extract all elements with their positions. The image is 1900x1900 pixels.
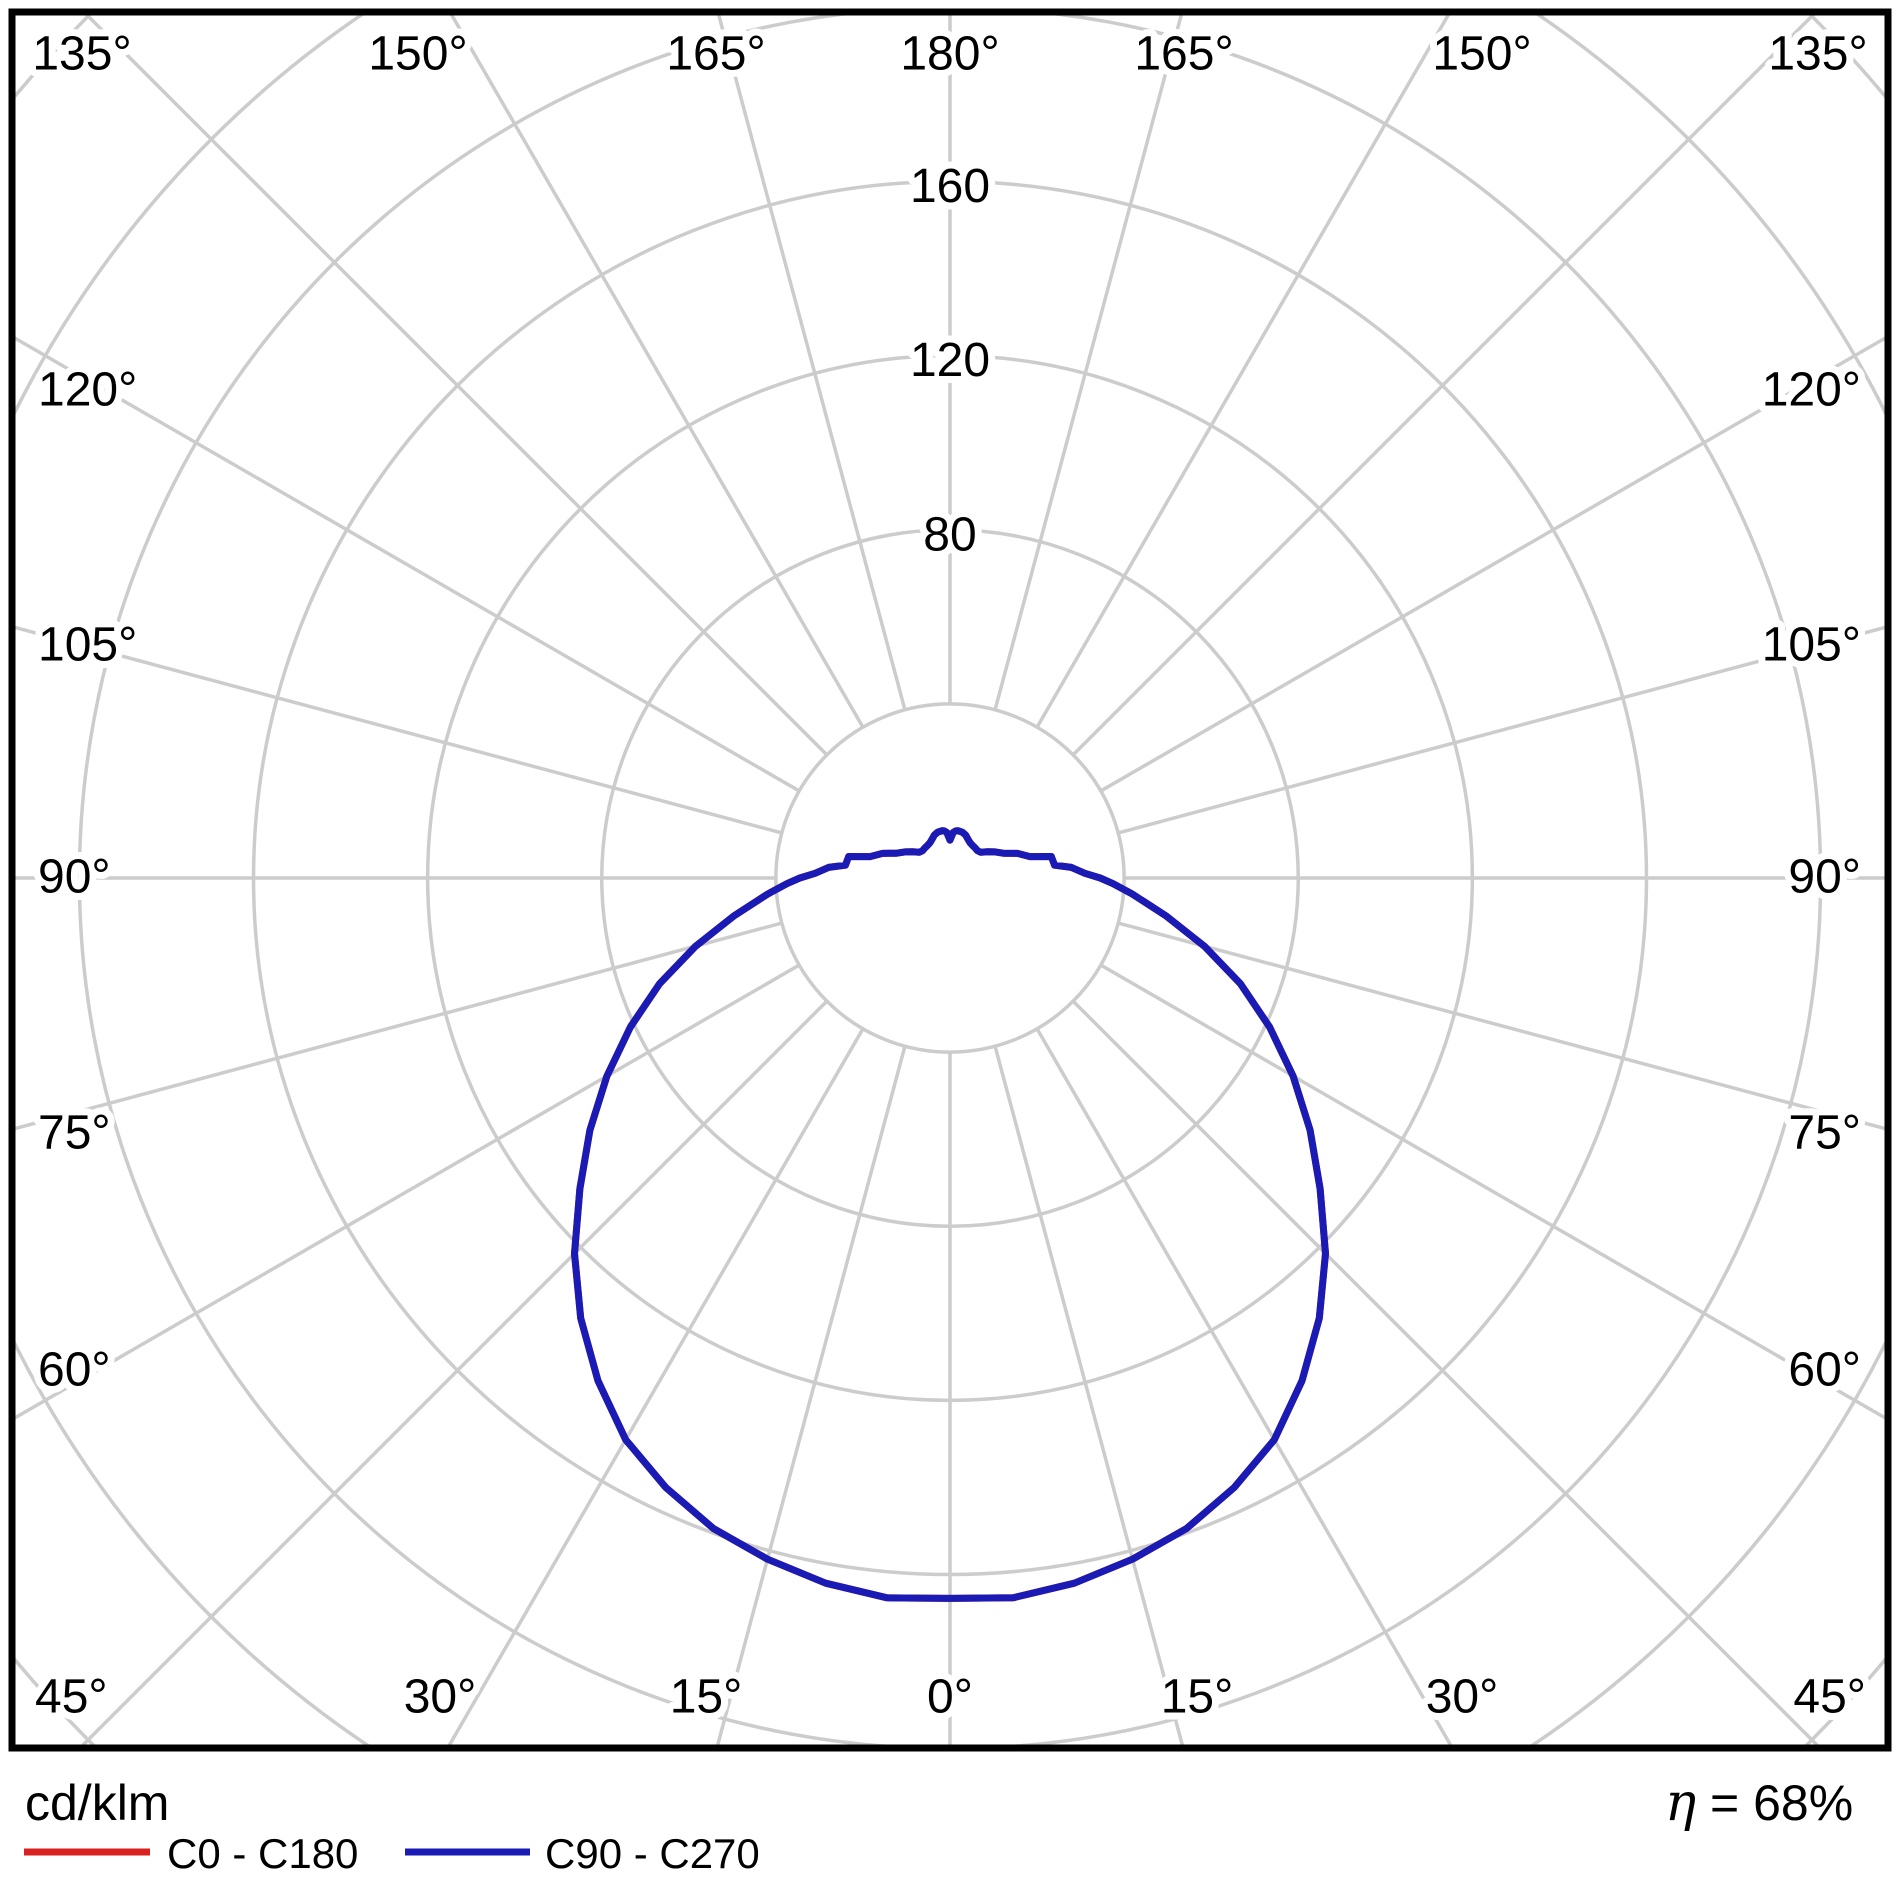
grid-spoke-315	[81, 999, 829, 1745]
grid-spoke-60	[1099, 963, 1885, 1420]
grid-spoke-225	[85, 15, 829, 757]
efficiency-value: = 68%	[1710, 1775, 1853, 1831]
axis-labels: 135° 150° 165° 180° 165° 150° 135° 120° 105° 90° 7…	[25, 21, 1874, 1731]
grid-spoke-330	[447, 1027, 865, 1745]
efficiency-eta-symbol: η	[1665, 1773, 1696, 1833]
grid-spoke-285	[15, 921, 783, 1131]
grid-spoke-150	[1035, 15, 1450, 729]
grid-ring-40	[774, 702, 1126, 1054]
photometric-curves	[571, 827, 1329, 1602]
angle-label-left-4: 60°	[38, 1344, 111, 1397]
angle-label-bottom-6: 45°	[1793, 1671, 1866, 1724]
grid-spoke-120	[1099, 336, 1885, 793]
angle-label-top-0: 135°	[32, 28, 131, 81]
grid-spoke-345	[716, 1045, 907, 1745]
radial-tick-160: 160	[910, 160, 990, 213]
grid-spoke-135	[1071, 15, 1815, 757]
angle-label-top-6: 135°	[1768, 28, 1867, 81]
radial-tick-80: 80	[923, 508, 976, 561]
grid-spoke-105	[1117, 625, 1885, 835]
angle-label-left-3: 75°	[38, 1107, 111, 1160]
grid-spoke-75	[1117, 921, 1885, 1131]
grid-spoke-165	[993, 15, 1183, 711]
grid-spoke-15	[993, 1045, 1184, 1745]
plot-frame	[8, 8, 1892, 1752]
angle-label-right-0: 120°	[1762, 364, 1861, 417]
angle-label-left-2: 90°	[38, 851, 111, 904]
grid-spoke-195	[717, 15, 907, 711]
radial-tick-120: 120	[910, 334, 990, 387]
legend-label-c0-c180: C0 - C180	[167, 1830, 358, 1877]
angle-label-left-0: 120°	[38, 364, 137, 417]
grid-spoke-45	[1071, 999, 1819, 1745]
legend-label-c90-c270: C90 - C270	[545, 1830, 760, 1877]
angle-label-right-2: 90°	[1788, 851, 1861, 904]
angle-label-bottom-4: 15°	[1161, 1671, 1234, 1724]
angle-label-bottom-1: 30°	[404, 1671, 477, 1724]
legend: C0 - C180 C90 - C270	[24, 1830, 760, 1877]
grid-spoke-300	[15, 963, 801, 1420]
angle-label-top-1: 150°	[368, 28, 467, 81]
grid-spoke-30	[1035, 1027, 1453, 1745]
grid-spoke-210	[450, 15, 865, 729]
angle-label-right-1: 105°	[1762, 619, 1861, 672]
angle-label-bottom-0: 45°	[35, 1671, 108, 1724]
curve-c90-c270	[571, 827, 1329, 1602]
angle-label-left-1: 105°	[38, 619, 137, 672]
angle-label-bottom-2: 15°	[670, 1671, 743, 1724]
angle-label-right-3: 75°	[1788, 1107, 1861, 1160]
angle-label-bottom-5: 30°	[1426, 1671, 1499, 1724]
angle-label-bottom-3: 0°	[927, 1671, 973, 1724]
angle-label-top-4: 165°	[1134, 28, 1233, 81]
angle-label-top-3: 180°	[900, 28, 999, 81]
unit-label: cd/klm	[25, 1775, 169, 1831]
angle-label-top-2: 165°	[666, 28, 765, 81]
grid-spoke-255	[15, 625, 783, 835]
angle-label-top-5: 150°	[1432, 28, 1531, 81]
grid-spoke-240	[15, 336, 801, 793]
angle-label-right-4: 60°	[1788, 1344, 1861, 1397]
